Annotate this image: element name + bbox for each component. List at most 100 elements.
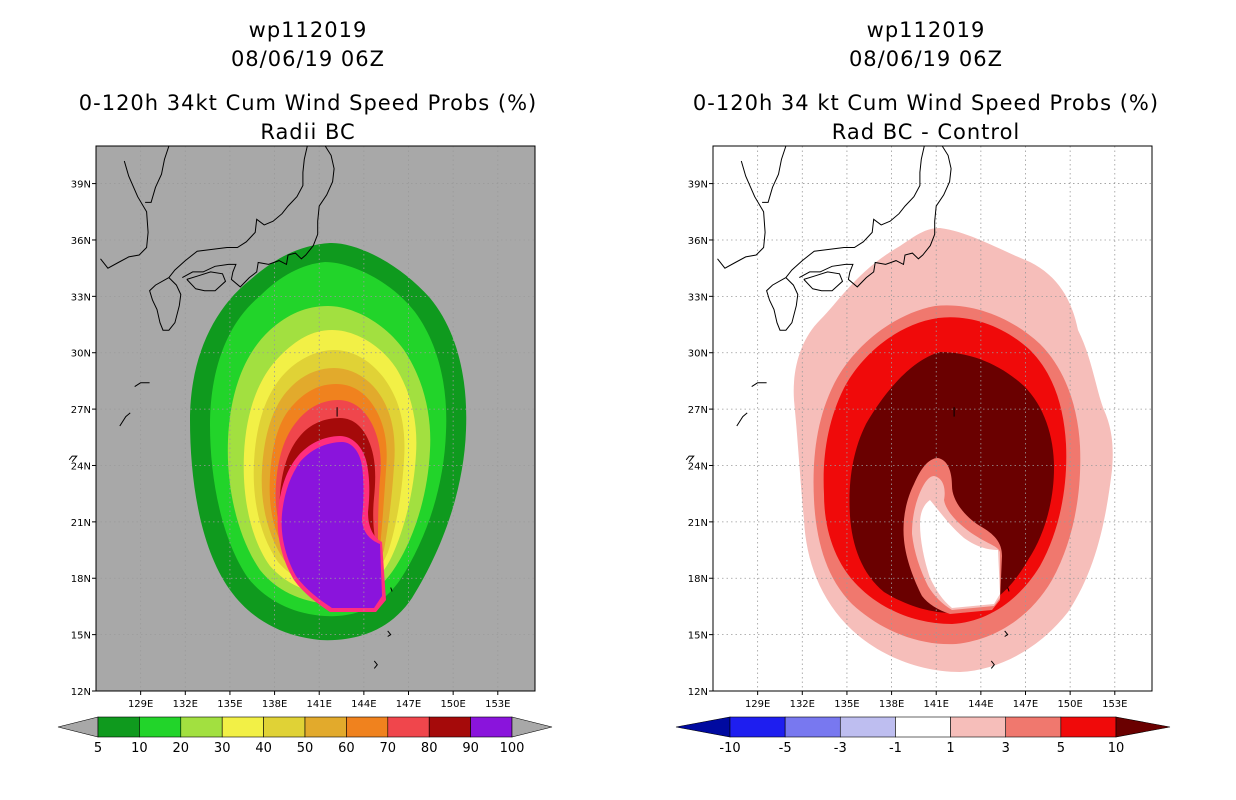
right-lat-label: 12N <box>688 687 708 698</box>
right-coastline-segment <box>990 660 995 669</box>
colorbar-box <box>784 716 841 738</box>
right-coastline-segment <box>785 145 925 278</box>
colorbar-right-triangle <box>511 716 553 738</box>
right-coastline-segment <box>803 271 844 292</box>
right-storm-id: wp112019 <box>867 18 986 42</box>
left-coastline-segment <box>182 145 335 288</box>
right-lon-label: 147E <box>1013 699 1038 710</box>
right-datetime: 08/06/19 06Z <box>849 47 1003 71</box>
left-lon-label: 144E <box>351 699 376 710</box>
left-map-overlay: 12N 15N 18N 21N 24N 27N 30N 33N 36N 39N 129E 132E 13… <box>68 145 536 710</box>
right-lon-label: 138E <box>879 699 904 710</box>
colorbar-box <box>304 716 347 738</box>
colorbar-box <box>950 716 1007 738</box>
colorbar-box <box>895 716 951 738</box>
left-coastline-segment <box>100 160 149 269</box>
left-lon-label: 132E <box>173 699 198 710</box>
colorbar-label: 40 <box>255 741 272 756</box>
left-coastline-segment <box>390 587 393 592</box>
right-lat-label: 33N <box>688 292 708 303</box>
left-lon-label: 129E <box>128 699 153 710</box>
left-lat-label: 36N <box>71 236 91 247</box>
colorbar-box <box>839 716 896 738</box>
right-lat-label: 18N <box>688 574 708 585</box>
colorbar-box <box>221 716 264 738</box>
colorbar-label: -10 <box>719 741 740 756</box>
left-band-100 <box>281 442 382 608</box>
right-lon-label: 153E <box>1102 699 1127 710</box>
left-lat-label: 24N <box>71 461 91 472</box>
colorbar-box <box>387 716 430 738</box>
colorbar-right-triangle <box>1115 716 1171 738</box>
left-coastline-segment <box>149 277 182 331</box>
colorbar-box <box>97 716 140 738</box>
left-datetime: 08/06/19 06Z <box>231 47 385 71</box>
left-coastline-segment <box>145 145 170 203</box>
colorbar-box <box>428 716 471 738</box>
left-lat-label: 21N <box>71 518 91 529</box>
right-coastline-segment <box>685 455 695 463</box>
colorbar-left-triangle <box>57 716 99 738</box>
colorbar-label: 3 <box>1002 741 1010 756</box>
left-grid <box>96 146 535 691</box>
left-coastline <box>68 145 393 669</box>
left-lon-label: 150E <box>440 699 465 710</box>
colorbar-label: -5 <box>779 741 792 756</box>
right-map <box>713 146 1152 691</box>
left-storm-id: wp112019 <box>249 18 368 42</box>
left-lat-label: 30N <box>71 349 91 360</box>
colorbar-box <box>346 716 389 738</box>
colorbar-label: 100 <box>500 741 525 756</box>
left-coastline-segment <box>186 271 227 292</box>
colorbar-label: 90 <box>462 741 479 756</box>
right-lon-label: 141E <box>924 699 949 710</box>
right-title: 0-120h 34 kt Cum Wind Speed Probs (%) <box>693 91 1159 115</box>
right-coastline-segment <box>751 382 767 388</box>
left-lon-label: 153E <box>485 699 510 710</box>
left-coastline-segment <box>387 630 392 637</box>
right-coastline-segment <box>799 145 952 288</box>
colorbar-label: 5 <box>1057 741 1065 756</box>
right-colorbar: -10 -5 -3 -1 1 3 5 10 <box>675 716 1171 756</box>
right-lon-label: 135E <box>834 699 859 710</box>
right-lon-label: 132E <box>790 699 815 710</box>
colorbar-label: -3 <box>834 741 847 756</box>
left-map-frame <box>95 145 536 692</box>
left-lat-label: 18N <box>71 574 91 585</box>
colorbar-label: 30 <box>214 741 231 756</box>
right-lat-label: 36N <box>688 236 708 247</box>
left-coastline-segment <box>119 412 131 427</box>
right-coastline-segment <box>1004 630 1009 637</box>
left-lat-label: 27N <box>71 405 91 416</box>
left-coastline-segment <box>134 382 150 388</box>
right-coastline-segment <box>1007 587 1010 592</box>
colorbar-label: 10 <box>131 741 148 756</box>
colorbar-box <box>263 716 306 738</box>
left-lon-label: 138E <box>262 699 287 710</box>
left-panel-titles: wp112019 08/06/19 06Z 0-120h 34kt Cum Wi… <box>79 18 536 144</box>
right-coastline-segment <box>736 412 748 427</box>
right-inner-white <box>920 500 1000 608</box>
right-lat-label: 30N <box>688 349 708 360</box>
right-lon-label: 144E <box>968 699 993 710</box>
right-lon-label: 129E <box>745 699 770 710</box>
right-lat-label: 21N <box>688 518 708 529</box>
left-coastline-segment <box>68 455 78 463</box>
colorbar-label: 50 <box>297 741 314 756</box>
left-lon-label: 141E <box>307 699 332 710</box>
left-lon-label: 135E <box>217 699 242 710</box>
right-panel-titles: wp112019 08/06/19 06Z 0-120h 34 kt Cum W… <box>693 18 1159 144</box>
right-coastline-segment <box>717 160 766 269</box>
colorbar-label: 10 <box>1108 741 1125 756</box>
left-lat-label: 12N <box>71 687 91 698</box>
colorbar-left-triangle <box>675 716 731 738</box>
left-lon-label: 147E <box>396 699 421 710</box>
colorbar-box <box>180 716 223 738</box>
colorbar-label: 80 <box>421 741 438 756</box>
left-subtitle: Radii BC <box>260 120 355 144</box>
colorbar-box <box>470 716 513 738</box>
right-lat-label: 15N <box>688 631 708 642</box>
left-map <box>96 146 535 691</box>
colorbar-box <box>729 716 786 738</box>
